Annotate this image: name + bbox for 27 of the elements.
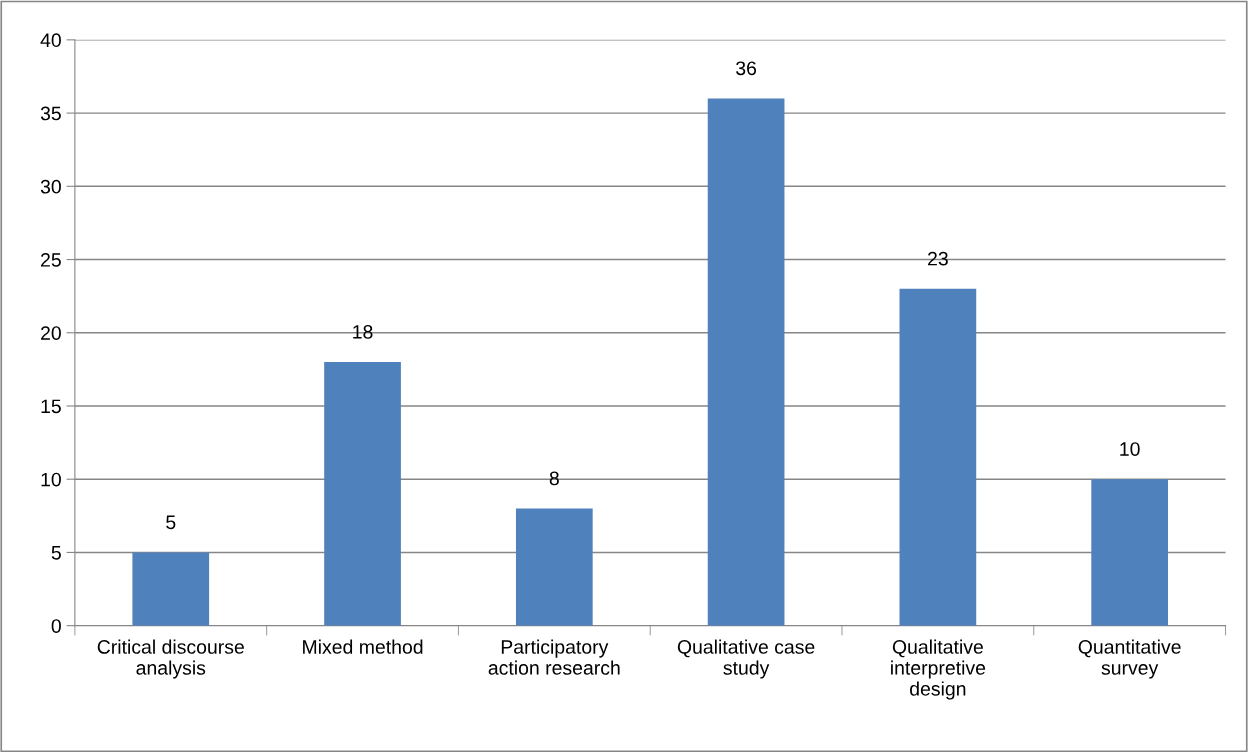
bar <box>132 552 210 626</box>
data-label: 10 <box>1120 442 1140 456</box>
x-tick-label: Critical discourse analysis <box>97 639 244 679</box>
data-label: 18 <box>353 324 373 339</box>
y-tick-label: 20 <box>41 326 61 340</box>
bar <box>324 362 401 626</box>
bar <box>707 98 785 626</box>
x-tick-label: Qualitative interpretive design <box>891 639 986 700</box>
y-tick-label: 25 <box>41 253 61 267</box>
bar <box>899 288 977 626</box>
y-tick-label: 30 <box>40 179 61 194</box>
data-label: 8 <box>549 471 559 486</box>
x-tick-label: Mixed method <box>303 639 423 654</box>
x-tick-label: Participatory action research <box>488 639 620 675</box>
data-label: 23 <box>928 251 948 266</box>
y-tick-label: 35 <box>40 106 61 121</box>
bar <box>1091 479 1168 626</box>
y-tick-label: 10 <box>41 472 61 487</box>
y-tick-label: 15 <box>41 399 61 414</box>
y-tick-label: 40 <box>40 33 61 48</box>
x-tick-label: Quantitative survey <box>1078 639 1181 679</box>
data-label: 5 <box>166 515 176 530</box>
x-tick-label: Qualitative case study <box>677 639 815 679</box>
bar <box>515 508 593 626</box>
y-tick-label: 5 <box>51 546 61 560</box>
data-label: 36 <box>736 61 757 76</box>
y-tick-label: 0 <box>51 619 61 633</box>
